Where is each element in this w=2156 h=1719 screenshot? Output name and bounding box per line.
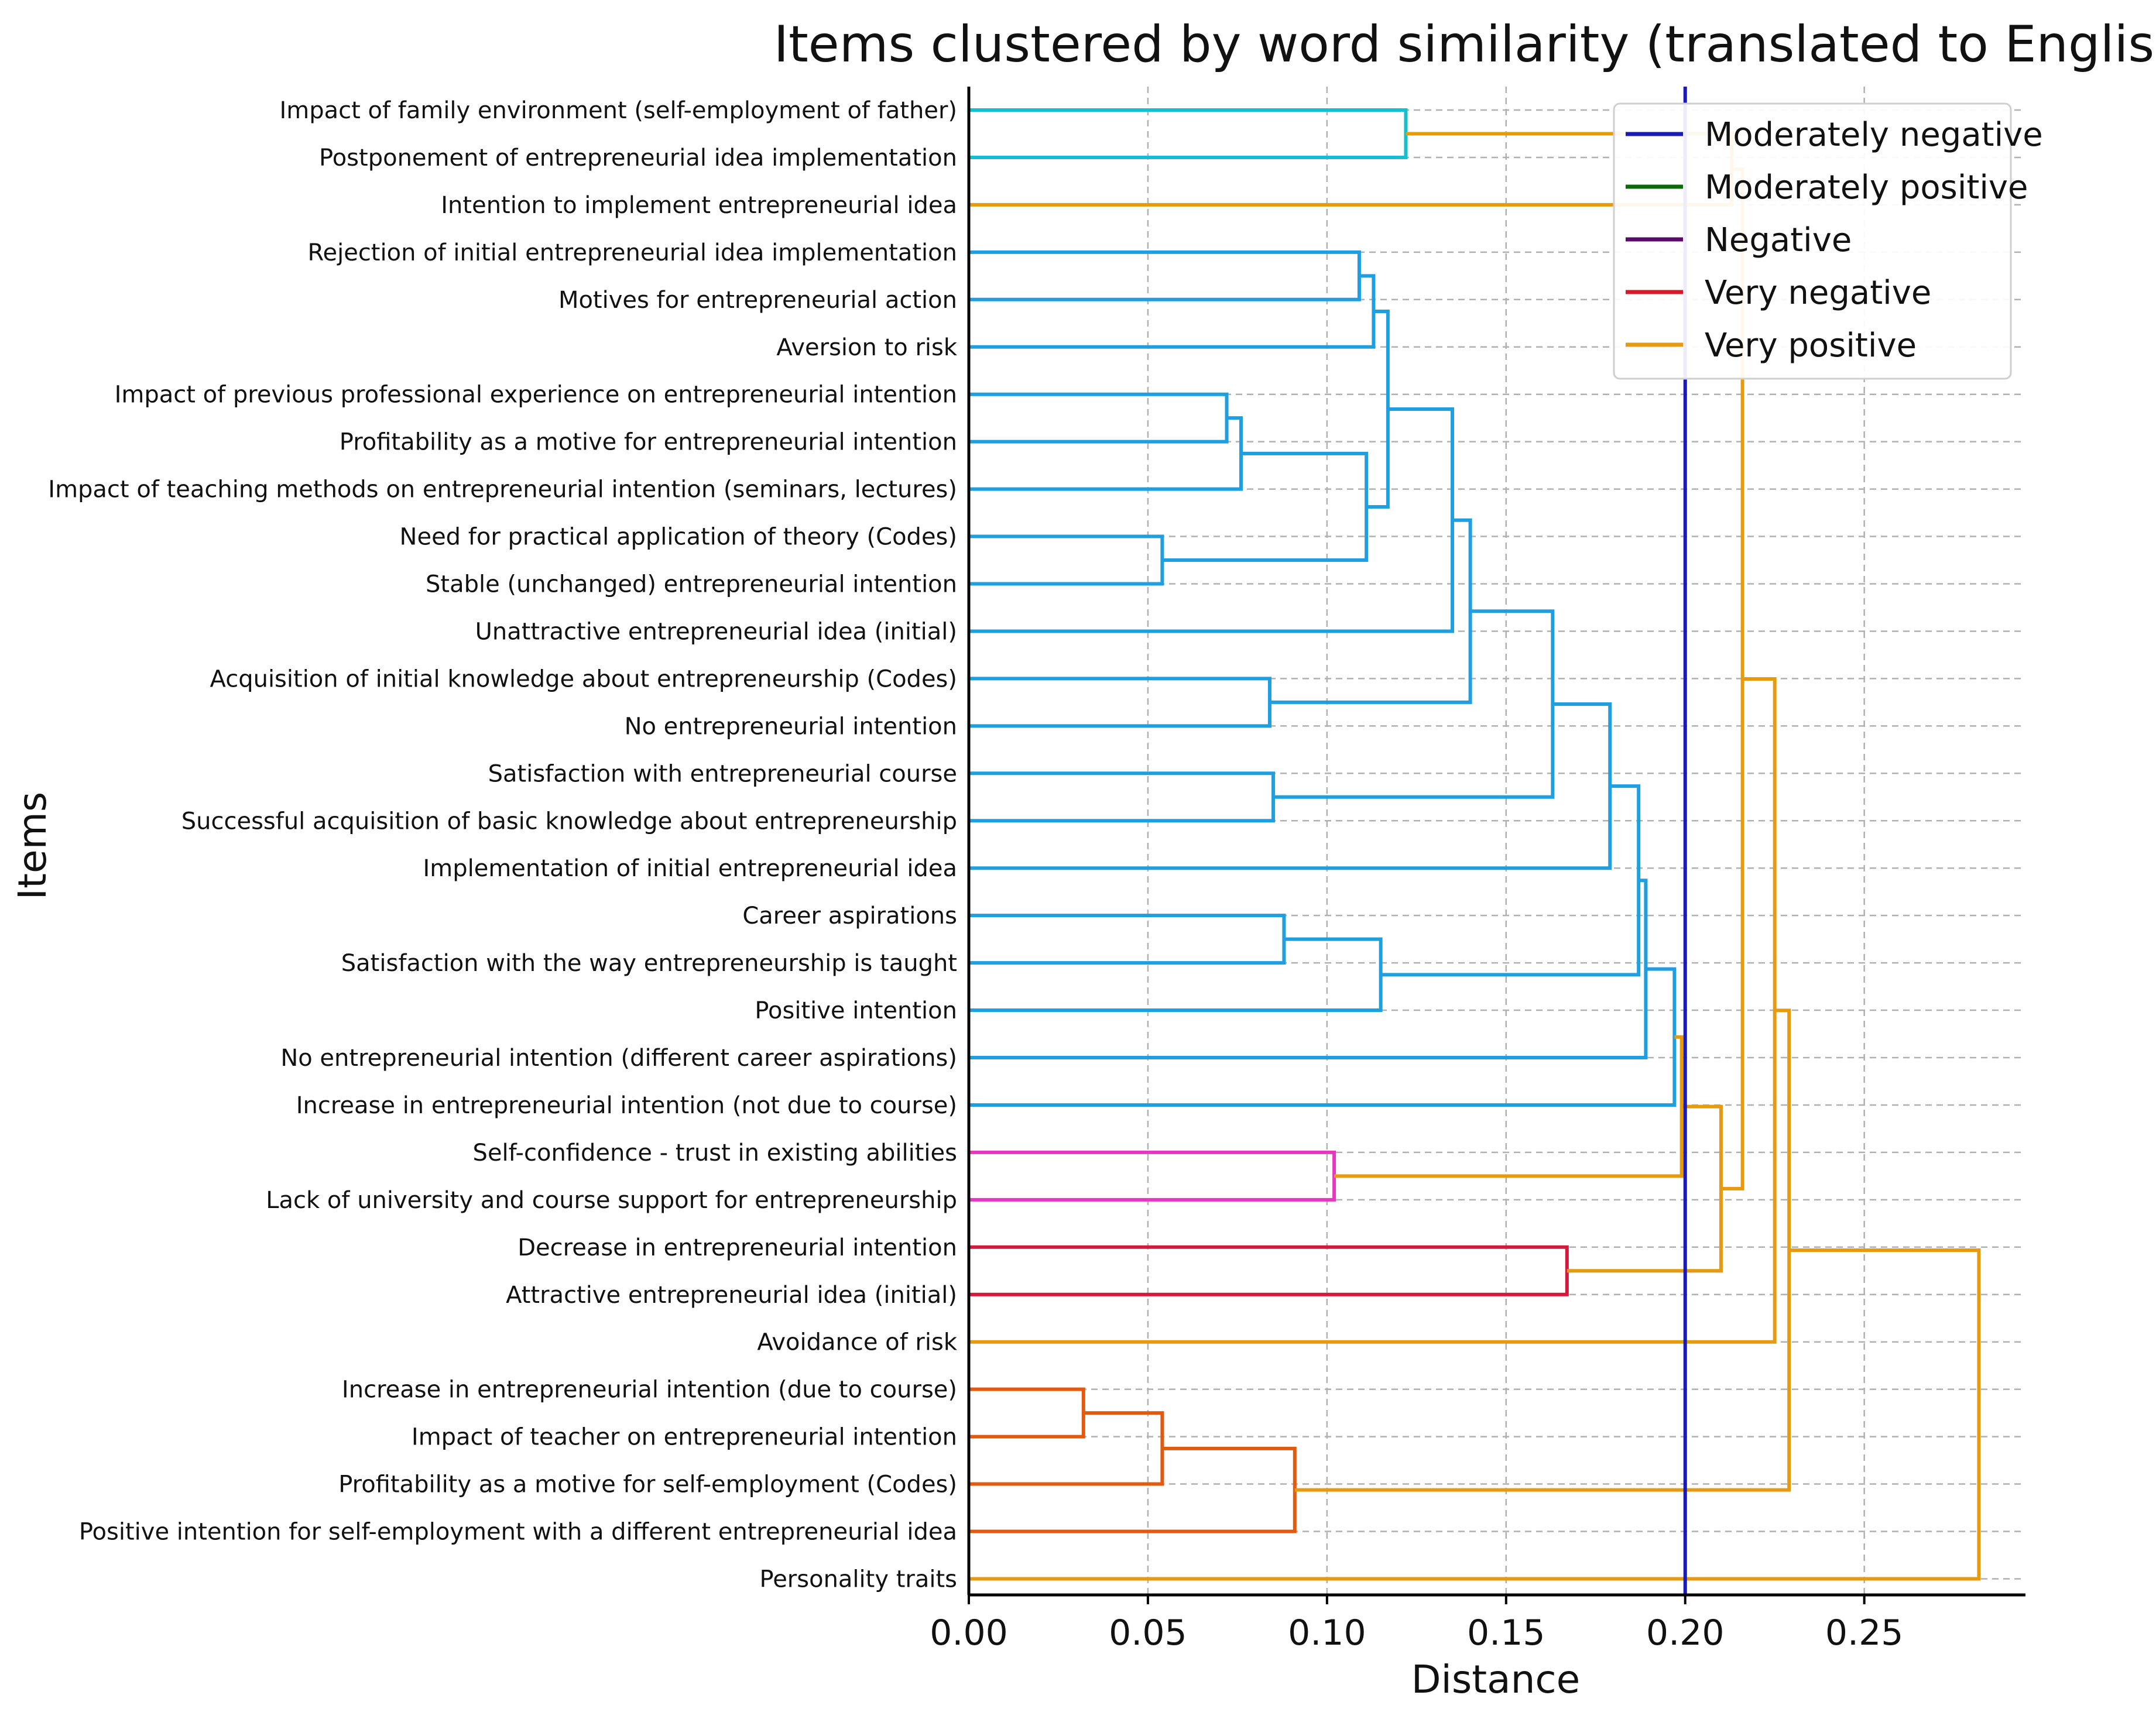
item-label: Need for practical application of theory… bbox=[400, 524, 957, 551]
item-label: Postponement of entrepreneurial idea imp… bbox=[319, 145, 957, 171]
item-label: Satisfaction with the way entrepreneursh… bbox=[341, 950, 957, 977]
item-label: Implementation of initial entrepreneuria… bbox=[423, 855, 957, 882]
item-label: Positive intention for self-employment w… bbox=[79, 1519, 957, 1546]
item-label: Successful acquisition of basic knowledg… bbox=[181, 808, 957, 835]
dendrogram-link bbox=[1366, 310, 1390, 509]
dendrogram-link bbox=[969, 702, 1612, 870]
item-label: Impact of teacher on entrepreneurial int… bbox=[412, 1424, 957, 1451]
item-label: Motives for entrepreneurial action bbox=[558, 287, 957, 314]
item-label: Satisfaction with entrepreneurial course bbox=[488, 760, 957, 787]
item-label: Aversion to risk bbox=[776, 334, 958, 361]
legend-label: Negative bbox=[1705, 221, 1852, 259]
item-label: No entrepreneurial intention (different … bbox=[280, 1045, 957, 1072]
item-label: Avoidance of risk bbox=[757, 1329, 958, 1356]
dendrogram-link bbox=[969, 1387, 1085, 1439]
dendrogram-link bbox=[969, 914, 1286, 965]
dendrogram-link bbox=[969, 1248, 1981, 1581]
legend-label: Moderately negative bbox=[1705, 116, 2043, 154]
legend-label: Very positive bbox=[1705, 327, 1917, 365]
dendrogram-link bbox=[969, 108, 1408, 159]
dendrogram-link bbox=[969, 1446, 1297, 1533]
item-label: Attractive entrepreneurial idea (initial… bbox=[506, 1282, 957, 1309]
item-label: Stable (unchanged) entrepreneurial inten… bbox=[426, 571, 957, 598]
dendrogram-link bbox=[1162, 451, 1369, 562]
y-axis-label: Items bbox=[10, 792, 55, 900]
dendrogram-link bbox=[969, 771, 1276, 823]
dendrogram-link bbox=[969, 677, 1777, 1344]
item-label: Impact of teaching methods on entreprene… bbox=[48, 476, 957, 503]
item-label: Unattractive entrepreneurial idea (initi… bbox=[475, 618, 957, 645]
x-tick-label: 0.10 bbox=[1288, 1612, 1366, 1653]
x-axis-label: Distance bbox=[1411, 1657, 1581, 1702]
dendrogram-link bbox=[969, 677, 1271, 728]
item-label: Profitability as a motive for self-emplo… bbox=[338, 1471, 957, 1498]
axes-layer bbox=[967, 87, 2025, 1597]
legend-box bbox=[1613, 102, 2012, 380]
x-tick-label: 0.05 bbox=[1109, 1612, 1187, 1653]
legend-label: Moderately positive bbox=[1705, 169, 2028, 207]
dendrogram-link bbox=[1273, 609, 1555, 799]
item-label: Self-confidence - trust in existing abil… bbox=[473, 1140, 957, 1166]
x-axis-ticks: 0.00 0.05 0.10 0.15 0.20 0.25 bbox=[930, 1595, 1903, 1653]
item-label: No entrepreneurial intention bbox=[625, 713, 957, 740]
dendrogram-link bbox=[969, 392, 1229, 444]
x-tick-label: 0.20 bbox=[1646, 1612, 1725, 1653]
dendrogram-link bbox=[969, 416, 1243, 491]
legend: Moderately negative Moderately positive Ne… bbox=[1613, 102, 2043, 380]
item-label: Career aspirations bbox=[742, 903, 957, 929]
dendrogram-link bbox=[969, 967, 1677, 1107]
item-label: Rejection of initial entrepreneurial ide… bbox=[307, 239, 957, 266]
x-tick-label: 0.15 bbox=[1467, 1612, 1545, 1653]
legend-label: Very negative bbox=[1705, 274, 1931, 312]
item-label: Positive intention bbox=[755, 997, 957, 1024]
item-label: Increase in entrepreneurial intention (n… bbox=[296, 1092, 957, 1119]
item-label: Increase in entrepreneurial intention (d… bbox=[342, 1377, 957, 1404]
dendrogram-link bbox=[969, 937, 1383, 1013]
dendrogram-link bbox=[969, 1245, 1569, 1296]
dendrogram-link bbox=[1269, 518, 1472, 704]
item-label: Profitability as a motive for entreprene… bbox=[340, 429, 957, 456]
chart-title: Items clustered by word similarity (tran… bbox=[774, 15, 2156, 74]
item-label: Impact of previous professional experien… bbox=[115, 382, 957, 409]
dendrogram-link bbox=[969, 1411, 1164, 1486]
dendrogram-link bbox=[1567, 1104, 1723, 1273]
dendrogram-link bbox=[1294, 1008, 1791, 1492]
item-label: Decrease in entrepreneurial intention bbox=[517, 1234, 957, 1261]
dendrogram-link bbox=[969, 879, 1648, 1059]
dendrogram-link bbox=[1380, 784, 1641, 977]
item-label: Lack of university and course support fo… bbox=[266, 1187, 957, 1214]
dendrogram-link bbox=[969, 1150, 1336, 1202]
item-label: Impact of family environment (self-emplo… bbox=[279, 97, 957, 124]
dendrogram-link bbox=[969, 250, 1361, 301]
dendrogram-link bbox=[969, 534, 1164, 586]
dendrogram-link bbox=[969, 274, 1376, 349]
item-label: Personality traits bbox=[760, 1566, 958, 1593]
x-tick-label: 0.00 bbox=[930, 1612, 1008, 1653]
item-labels: Impact of family environment (self-emplo… bbox=[48, 97, 958, 1593]
item-label: Intention to implement entrepreneurial i… bbox=[441, 192, 957, 219]
x-tick-label: 0.25 bbox=[1825, 1612, 1904, 1653]
item-label: Acquisition of initial knowledge about e… bbox=[210, 665, 957, 692]
